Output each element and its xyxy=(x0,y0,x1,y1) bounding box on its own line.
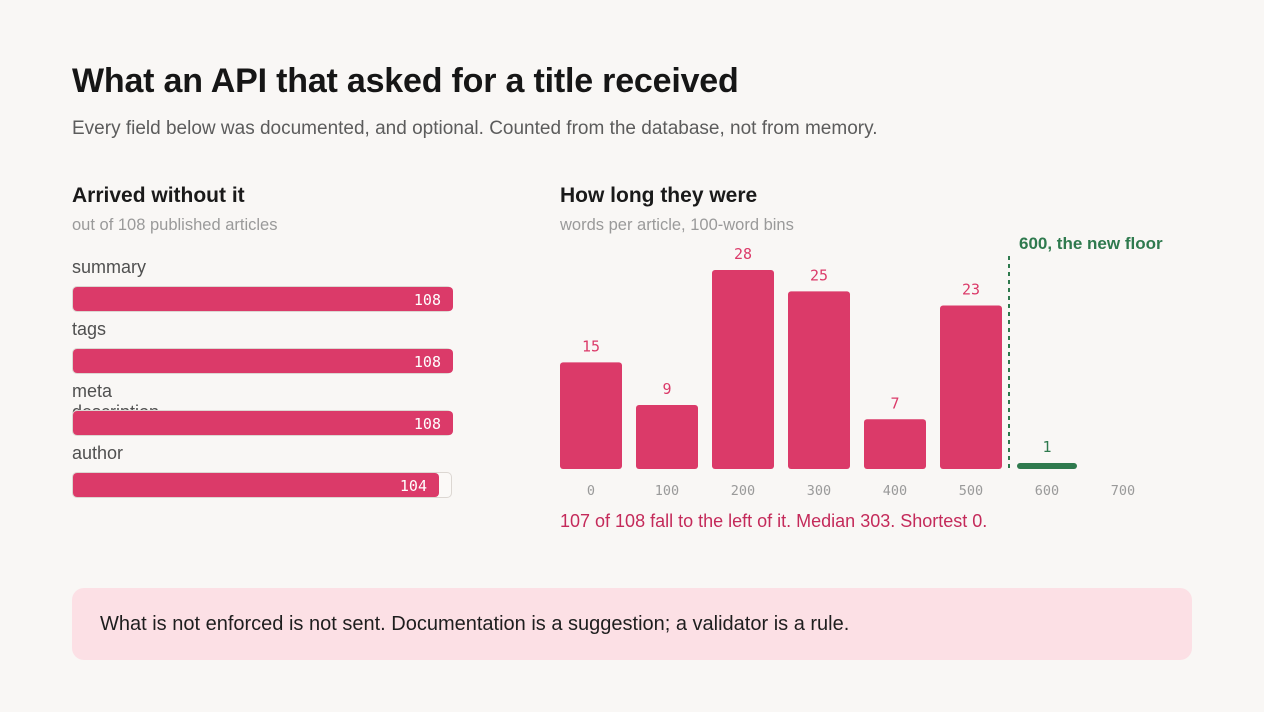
bar-value: 108 xyxy=(413,415,441,433)
x-tick-label: 500 xyxy=(959,483,983,499)
x-tick-label: 400 xyxy=(883,483,907,499)
histogram-caption: 107 of 108 fall to the left of it. Media… xyxy=(560,511,988,531)
bar-fill: 108 xyxy=(73,411,453,435)
page-subtitle: Every field below was documented, and op… xyxy=(72,118,878,139)
bar-data-label: 9 xyxy=(662,380,671,398)
histogram-bar xyxy=(636,405,698,469)
bar-fill: 104 xyxy=(73,473,439,497)
histogram-bar xyxy=(864,419,926,469)
takeaway-callout: What is not enforced is not sent. Docume… xyxy=(72,588,1192,660)
field-label: summary xyxy=(72,257,147,277)
x-tick-label: 200 xyxy=(731,483,755,499)
word-length-histogram: 15 9 28 25 7 23 1 0 100 200 300 400 500 600 700 600, th… xyxy=(560,234,1163,499)
right-panel-title: How long they were xyxy=(560,184,758,207)
bar-value: 104 xyxy=(399,477,427,495)
left-panel-subtitle: out of 108 published articles xyxy=(72,216,278,234)
x-tick-label: 600 xyxy=(1035,483,1059,499)
bar-data-label: 23 xyxy=(962,281,980,299)
bar-value: 108 xyxy=(413,353,441,371)
x-tick-label: 100 xyxy=(655,483,679,499)
page-title: What an API that asked for a title recei… xyxy=(72,62,739,100)
bar-data-label: 28 xyxy=(734,245,752,263)
takeaway-text: What is not enforced is not sent. Docume… xyxy=(100,613,850,635)
histogram-bar xyxy=(712,270,774,469)
floor-annotation-label: 600, the new floor xyxy=(1019,234,1163,253)
histogram-bar xyxy=(560,362,622,469)
bar-value: 108 xyxy=(413,291,441,309)
x-tick-label: 0 xyxy=(587,483,595,499)
bar-track: 104 xyxy=(72,472,452,498)
bar-data-label: 1 xyxy=(1042,438,1051,456)
field-label: author xyxy=(72,443,124,463)
field-label: tags xyxy=(72,319,107,339)
bar-track: 108 xyxy=(72,286,453,312)
x-tick-label: 700 xyxy=(1111,483,1135,499)
bar-data-label: 7 xyxy=(890,394,899,412)
bar-track: 108 xyxy=(72,348,453,374)
x-tick-label: 300 xyxy=(807,483,831,499)
histogram-bar xyxy=(788,291,850,469)
bar-fill: 108 xyxy=(73,287,453,311)
histogram-bar xyxy=(940,305,1002,469)
histogram-bar xyxy=(1017,463,1077,469)
left-panel-title: Arrived without it xyxy=(72,184,245,207)
bar-data-label: 15 xyxy=(582,337,600,355)
right-panel-subtitle: words per article, 100-word bins xyxy=(560,216,794,234)
bar-data-label: 25 xyxy=(810,266,828,284)
bar-track: 108 xyxy=(72,410,453,436)
bar-fill: 108 xyxy=(73,349,453,373)
